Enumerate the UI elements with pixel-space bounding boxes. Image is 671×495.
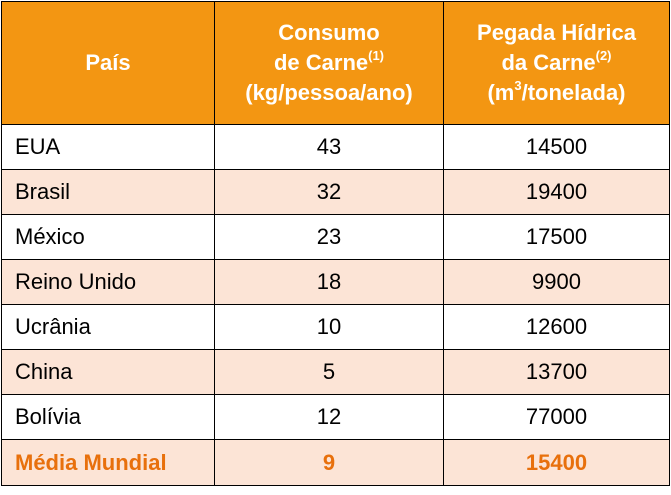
table-row: Bolívia 12 77000: [1, 394, 670, 440]
consumption-cell: 5: [214, 349, 444, 395]
footprint-cell: 12600: [443, 304, 670, 350]
consumption-cell: 10: [214, 304, 444, 350]
country-cell: Reino Unido: [1, 259, 215, 305]
consumption-cell: 23: [214, 214, 444, 260]
country-cell: Bolívia: [1, 394, 215, 440]
header-row: País Consumo de Carne(1) (kg/pessoa/ano)…: [1, 1, 670, 125]
footprint-cell: 13700: [443, 349, 670, 395]
consumption-cell: 43: [214, 124, 444, 170]
table-row: Ucrânia 10 12600: [1, 304, 670, 350]
footprint-cell: 15400: [443, 439, 670, 486]
header-water-footprint: Pegada Hídrica da Carne(2) (m3/tonelada): [443, 1, 670, 125]
footprint-cell: 17500: [443, 214, 670, 260]
table-row: Brasil 32 19400: [1, 169, 670, 215]
table-row: Reino Unido 18 9900: [1, 259, 670, 305]
footprint-cell: 9900: [443, 259, 670, 305]
consumption-cell: 32: [214, 169, 444, 215]
meat-consumption-table: País Consumo de Carne(1) (kg/pessoa/ano)…: [1, 1, 670, 486]
world-average-row: Média Mundial 9 15400: [1, 439, 670, 486]
country-cell: Brasil: [1, 169, 215, 215]
country-cell: EUA: [1, 124, 215, 170]
country-cell: Média Mundial: [1, 439, 215, 486]
footprint-cell: 77000: [443, 394, 670, 440]
consumption-cell: 12: [214, 394, 444, 440]
table-row: EUA 43 14500: [1, 124, 670, 170]
table-row: China 5 13700: [1, 349, 670, 395]
consumption-cell: 9: [214, 439, 444, 486]
consumption-cell: 18: [214, 259, 444, 305]
header-country: País: [1, 1, 215, 125]
footprint-cell: 19400: [443, 169, 670, 215]
footprint-cell: 14500: [443, 124, 670, 170]
country-cell: Ucrânia: [1, 304, 215, 350]
table-row: México 23 17500: [1, 214, 670, 260]
country-cell: México: [1, 214, 215, 260]
country-cell: China: [1, 349, 215, 395]
header-meat-consumption: Consumo de Carne(1) (kg/pessoa/ano): [214, 1, 444, 125]
